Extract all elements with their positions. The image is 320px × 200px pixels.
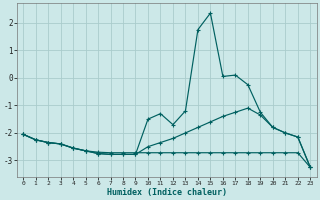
X-axis label: Humidex (Indice chaleur): Humidex (Indice chaleur) <box>107 188 227 197</box>
